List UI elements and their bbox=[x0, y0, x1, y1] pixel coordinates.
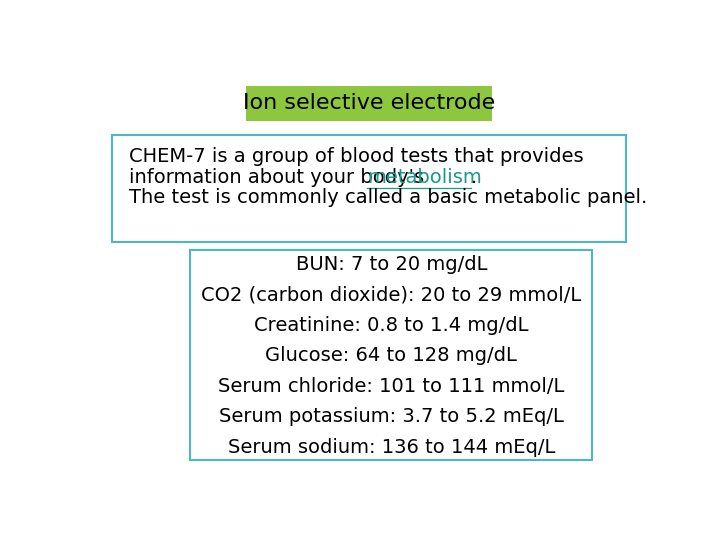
Text: .: . bbox=[471, 167, 477, 186]
Text: Glucose: 64 to 128 mg/dL: Glucose: 64 to 128 mg/dL bbox=[266, 346, 517, 366]
Text: Serum sodium: 136 to 144 mEq/L: Serum sodium: 136 to 144 mEq/L bbox=[228, 438, 555, 457]
Text: BUN: 7 to 20 mg/dL: BUN: 7 to 20 mg/dL bbox=[296, 255, 487, 274]
Text: metabolism: metabolism bbox=[367, 167, 482, 186]
Text: Ion selective electrode: Ion selective electrode bbox=[243, 93, 495, 113]
Text: Creatinine: 0.8 to 1.4 mg/dL: Creatinine: 0.8 to 1.4 mg/dL bbox=[254, 316, 528, 335]
FancyBboxPatch shape bbox=[246, 85, 492, 121]
Text: Serum chloride: 101 to 111 mmol/L: Serum chloride: 101 to 111 mmol/L bbox=[218, 377, 564, 396]
Text: CO2 (carbon dioxide): 20 to 29 mmol/L: CO2 (carbon dioxide): 20 to 29 mmol/L bbox=[201, 285, 582, 305]
FancyBboxPatch shape bbox=[112, 136, 626, 241]
Text: The test is commonly called a basic metabolic panel.: The test is commonly called a basic meta… bbox=[129, 188, 647, 207]
Text: Serum potassium: 3.7 to 5.2 mEq/L: Serum potassium: 3.7 to 5.2 mEq/L bbox=[219, 407, 564, 427]
FancyBboxPatch shape bbox=[190, 250, 592, 460]
Text: information about your body's: information about your body's bbox=[129, 167, 431, 186]
Text: CHEM-7 is a group of blood tests that provides: CHEM-7 is a group of blood tests that pr… bbox=[129, 147, 584, 166]
